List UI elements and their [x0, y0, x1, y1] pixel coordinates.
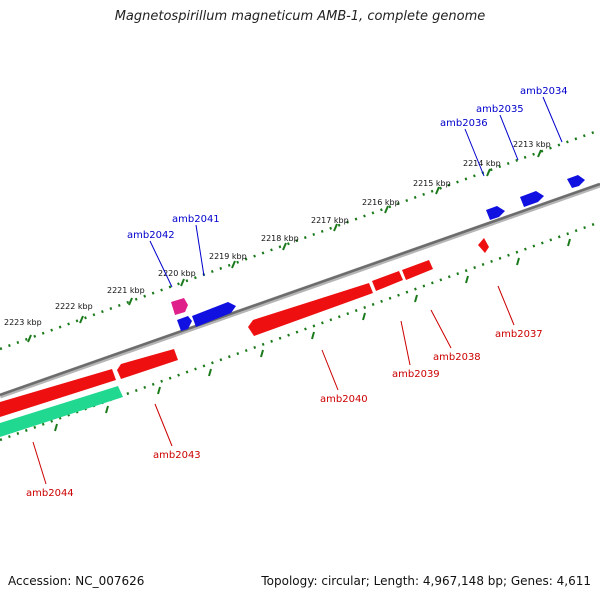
- scale-label-2215: 2215 kbp: [413, 179, 451, 188]
- scale-label-2221: 2221 kbp: [107, 286, 145, 295]
- gene-block-amb2037: [478, 238, 489, 253]
- leader-amb2038: [430, 309, 452, 349]
- gene-label-amb2039[interactable]: amb2039: [392, 369, 440, 380]
- gene-label-amb2037[interactable]: amb2037: [495, 329, 543, 340]
- gene-block-amb2038: [402, 260, 433, 280]
- leader-amb2044: [32, 441, 47, 485]
- leader-amb2042: [149, 240, 173, 288]
- scale-label-2219: 2219 kbp: [209, 252, 247, 261]
- gene-label-amb2044[interactable]: amb2044: [26, 488, 74, 499]
- leader-amb2037: [497, 285, 515, 326]
- gene-block-amb2041: [192, 302, 236, 327]
- gene-block-amb2042a: [177, 316, 192, 331]
- gene-block-amb2044: [0, 386, 123, 437]
- scale-label-2220: 2220 kbp: [158, 269, 196, 278]
- scale-labels: 2223 kbp 2222 kbp 2221 kbp 2220 kbp 2219…: [4, 140, 551, 327]
- accession-text: Accession: NC_007626: [8, 574, 145, 588]
- gene-label-amb2040[interactable]: amb2040: [320, 394, 368, 405]
- scale-label-2213: 2213 kbp: [513, 140, 551, 149]
- leader-amb2039: [400, 320, 411, 366]
- leader-amb2035: [499, 114, 519, 161]
- scale-label-2218: 2218 kbp: [261, 234, 299, 243]
- upper-scale-track: [0, 128, 600, 351]
- gene-block-amb2040: [248, 283, 373, 336]
- gene-label-amb2035[interactable]: amb2035: [476, 104, 524, 115]
- lower-scale-track: [0, 220, 600, 442]
- gene-block-amb2035: [520, 191, 544, 207]
- scale-label-2214: 2214 kbp: [463, 159, 501, 168]
- leader-amb2041: [195, 224, 205, 277]
- upper-major-ticks: [27, 149, 542, 343]
- gene-block-amb2036: [486, 206, 505, 220]
- genome-title: Magnetospirillum magneticum AMB-1, compl…: [114, 9, 486, 24]
- gene-block-amb2042: [171, 298, 188, 315]
- gene-label-amb2034[interactable]: amb2034: [520, 86, 568, 97]
- scale-label-2223: 2223 kbp: [4, 318, 42, 327]
- leader-amb2036: [464, 128, 485, 177]
- gene-block-amb2039: [372, 271, 403, 291]
- reverse-gene-blocks[interactable]: [0, 238, 489, 437]
- gene-label-amb2038[interactable]: amb2038: [433, 352, 481, 363]
- scale-label-2216: 2216 kbp: [362, 198, 400, 207]
- gene-block-amb2043: [117, 349, 178, 379]
- gene-label-amb2042[interactable]: amb2042: [127, 230, 175, 241]
- backbone-line: [0, 182, 600, 397]
- reverse-gene-labels: amb2037 amb2038 amb2039 amb2040 amb2043 …: [26, 285, 543, 499]
- gene-label-amb2043[interactable]: amb2043: [153, 450, 201, 461]
- forward-gene-blocks[interactable]: [171, 175, 585, 331]
- genome-summary-text: Topology: circular; Length: 4,967,148 bp…: [261, 574, 591, 588]
- gene-block-amb2034: [567, 175, 585, 188]
- scale-label-2222: 2222 kbp: [55, 302, 93, 311]
- leader-amb2040: [321, 349, 339, 391]
- gene-label-amb2036[interactable]: amb2036: [440, 118, 488, 129]
- leader-amb2034: [542, 96, 563, 143]
- scale-label-2217: 2217 kbp: [311, 216, 349, 225]
- leader-amb2043: [154, 403, 173, 447]
- gene-block-amb2044a: [0, 369, 116, 417]
- forward-gene-labels: amb2034 amb2035 amb2036 amb2041 amb2042: [127, 86, 568, 288]
- gene-label-amb2041[interactable]: amb2041: [172, 214, 220, 225]
- lower-major-ticks: [54, 238, 571, 432]
